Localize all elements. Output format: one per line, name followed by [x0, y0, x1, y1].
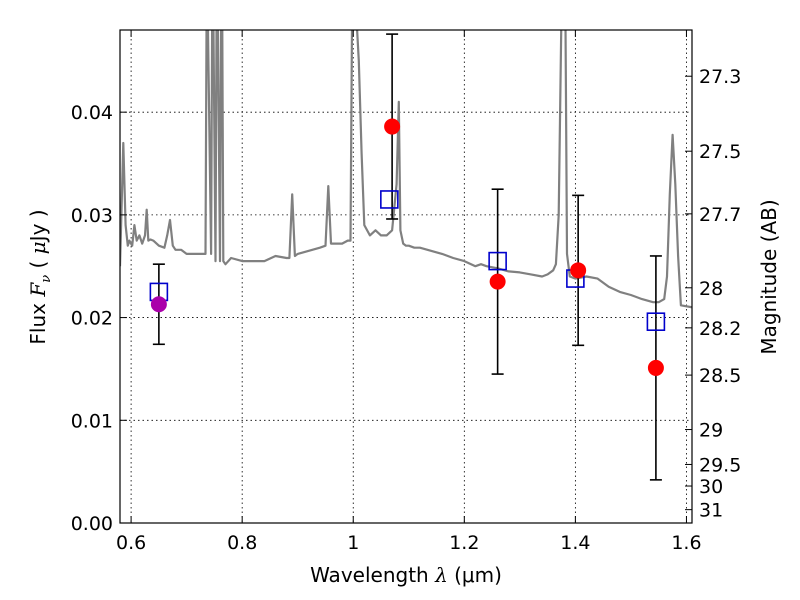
spectrum-line	[120, 30, 692, 309]
x-tick-label: 1	[347, 532, 359, 554]
x-tick-label: 1.4	[560, 532, 590, 554]
right-tick-label: 29	[699, 420, 723, 442]
x-tick-label: 0.8	[227, 532, 257, 554]
observed-point	[384, 118, 401, 135]
model-point	[380, 190, 399, 209]
right-axis-label: Magnitude (AB)	[757, 199, 781, 354]
right-tick-label: 27.5	[699, 141, 741, 163]
observed-point	[570, 262, 587, 279]
right-tick-label: 27.7	[699, 204, 741, 226]
right-tick-label: 31	[699, 500, 723, 522]
right-tick-label: 30	[699, 476, 723, 498]
y-tick-label: 0.00	[71, 513, 113, 535]
plot-frame	[119, 29, 693, 524]
observed-point	[647, 359, 664, 376]
model-point	[646, 312, 666, 331]
right-tick-label: 28	[699, 278, 723, 300]
y-tick-label: 0.03	[71, 205, 113, 227]
y-tick-label: 0.02	[71, 308, 113, 330]
right-tick-label: 28.5	[699, 365, 741, 387]
x-axis-label: Wavelength λ (μm)	[310, 563, 502, 587]
right-tick-label: 27.3	[699, 66, 741, 88]
x-tick-label: 1.2	[449, 532, 479, 554]
x-tick-label: 0.6	[116, 532, 146, 554]
y-axis-label: Flux Fν ( μJy )	[26, 209, 54, 344]
points-layer	[149, 33, 666, 481]
spectrum-layer	[120, 30, 692, 309]
y-tick-label: 0.01	[71, 410, 113, 432]
model-point	[488, 251, 507, 271]
right-tick-label: 28.2	[699, 318, 741, 340]
x-tick-label: 1.6	[671, 532, 701, 554]
axis-ticks: 0.6 0.8 1 1.2 1.4 1.6 0.00 0.01 0.02 0.03 0.04 27.3…	[71, 30, 741, 554]
observed-point	[489, 273, 506, 290]
y-tick-label: 0.04	[71, 102, 113, 124]
right-tick-label: 29.5	[699, 454, 741, 476]
observed-point	[150, 296, 167, 313]
